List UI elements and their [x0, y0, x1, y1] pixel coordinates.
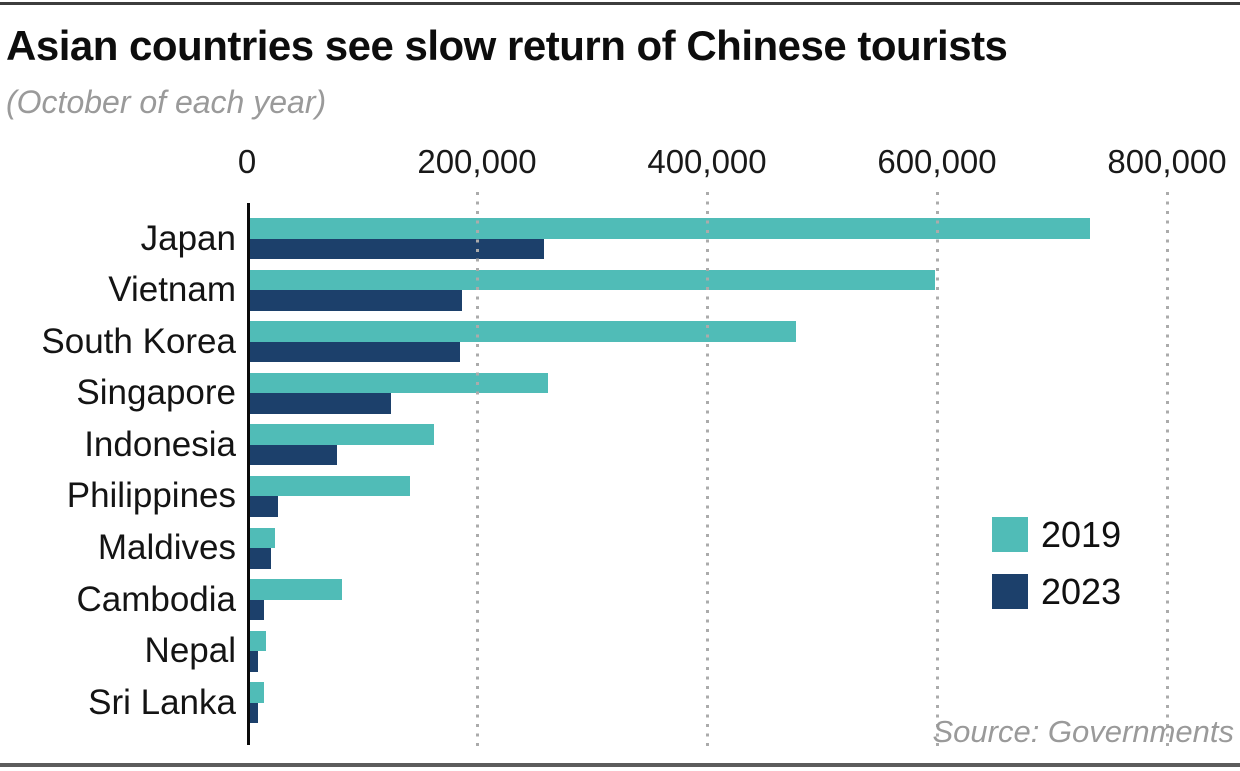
bar-2019-indonesia — [250, 424, 434, 445]
bar-2023-indonesia — [250, 444, 338, 466]
bar-2019-south-korea — [250, 321, 797, 342]
bar-2023-philippines — [250, 496, 278, 517]
bar-group-cambodia — [250, 579, 1240, 631]
bar-2023-maldives — [250, 548, 271, 569]
bar-2023-nepal — [250, 651, 259, 672]
bar-2019-vietnam — [250, 269, 936, 291]
bar-group-maldives — [250, 527, 1240, 580]
bar-group-south-korea — [250, 321, 1240, 373]
bar-group-japan — [250, 218, 1240, 270]
bar-2019-nepal — [250, 630, 266, 652]
top-rule — [0, 2, 1240, 5]
x-tick-label-0: 0 — [237, 143, 257, 180]
bar-2019-maldives — [250, 527, 276, 549]
x-tick-label-600-000: 600,000 — [877, 143, 997, 180]
bar-2023-south-korea — [250, 341, 461, 363]
category-label-vietnam: Vietnam — [108, 270, 236, 310]
bar-group-indonesia — [250, 424, 1240, 476]
bar-group-sri-lanka — [250, 682, 1240, 734]
legend-swatch-2023 — [992, 574, 1028, 609]
y-axis-line — [247, 203, 250, 745]
bottom-rule — [0, 763, 1240, 767]
legend-label-2023: 2023 — [1041, 570, 1122, 612]
legend-swatch-2019 — [992, 517, 1028, 552]
category-label-philippines: Philippines — [66, 476, 236, 516]
x-tick-label-800-000: 800,000 — [1107, 143, 1227, 180]
legend-label-2019: 2019 — [1041, 513, 1122, 555]
legend-row-2019: 2019 — [992, 514, 1121, 555]
category-label-sri-lanka: Sri Lanka — [88, 682, 236, 722]
category-label-singapore: Singapore — [76, 373, 236, 413]
plot-area — [247, 192, 1240, 750]
x-tick-label-400-000: 400,000 — [647, 143, 767, 180]
bar-2019-philippines — [250, 475, 410, 497]
bar-group-nepal — [250, 630, 1240, 683]
bar-rows — [250, 218, 1240, 734]
bar-2019-singapore — [250, 372, 548, 394]
gridline — [935, 192, 939, 750]
legend: 2019 2023 — [992, 514, 1121, 631]
bar-2019-sri-lanka — [250, 682, 265, 703]
x-tick-label-200-000: 200,000 — [417, 143, 537, 180]
category-label-south-korea: South Korea — [41, 321, 236, 361]
bar-2023-japan — [250, 238, 545, 259]
legend-row-2023: 2023 — [992, 571, 1121, 612]
chart-subtitle: (October of each year) — [6, 84, 327, 120]
bar-2019-japan — [250, 218, 1090, 239]
gridline — [705, 192, 709, 750]
source-credit: Source: Governments — [932, 714, 1234, 749]
bar-2019-cambodia — [250, 579, 342, 600]
bar-group-philippines — [250, 475, 1240, 528]
category-label-japan: Japan — [140, 218, 236, 258]
category-label-nepal: Nepal — [144, 631, 236, 671]
gridline — [1165, 192, 1169, 750]
bar-2023-sri-lanka — [250, 702, 259, 724]
category-label-maldives: Maldives — [97, 528, 236, 568]
bar-2023-singapore — [250, 393, 392, 414]
bar-group-singapore — [250, 372, 1240, 425]
category-label-cambodia: Cambodia — [76, 579, 236, 619]
bar-group-vietnam — [250, 269, 1240, 322]
category-label-indonesia: Indonesia — [84, 424, 236, 464]
gridline — [475, 192, 479, 750]
bar-2023-vietnam — [250, 290, 462, 311]
y-axis-category-labels: Japan Vietnam South Korea Singapore Indonesi… — [0, 203, 236, 734]
bar-2023-cambodia — [250, 599, 265, 621]
chart-title: Asian countries see slow return of Chine… — [6, 22, 1008, 69]
